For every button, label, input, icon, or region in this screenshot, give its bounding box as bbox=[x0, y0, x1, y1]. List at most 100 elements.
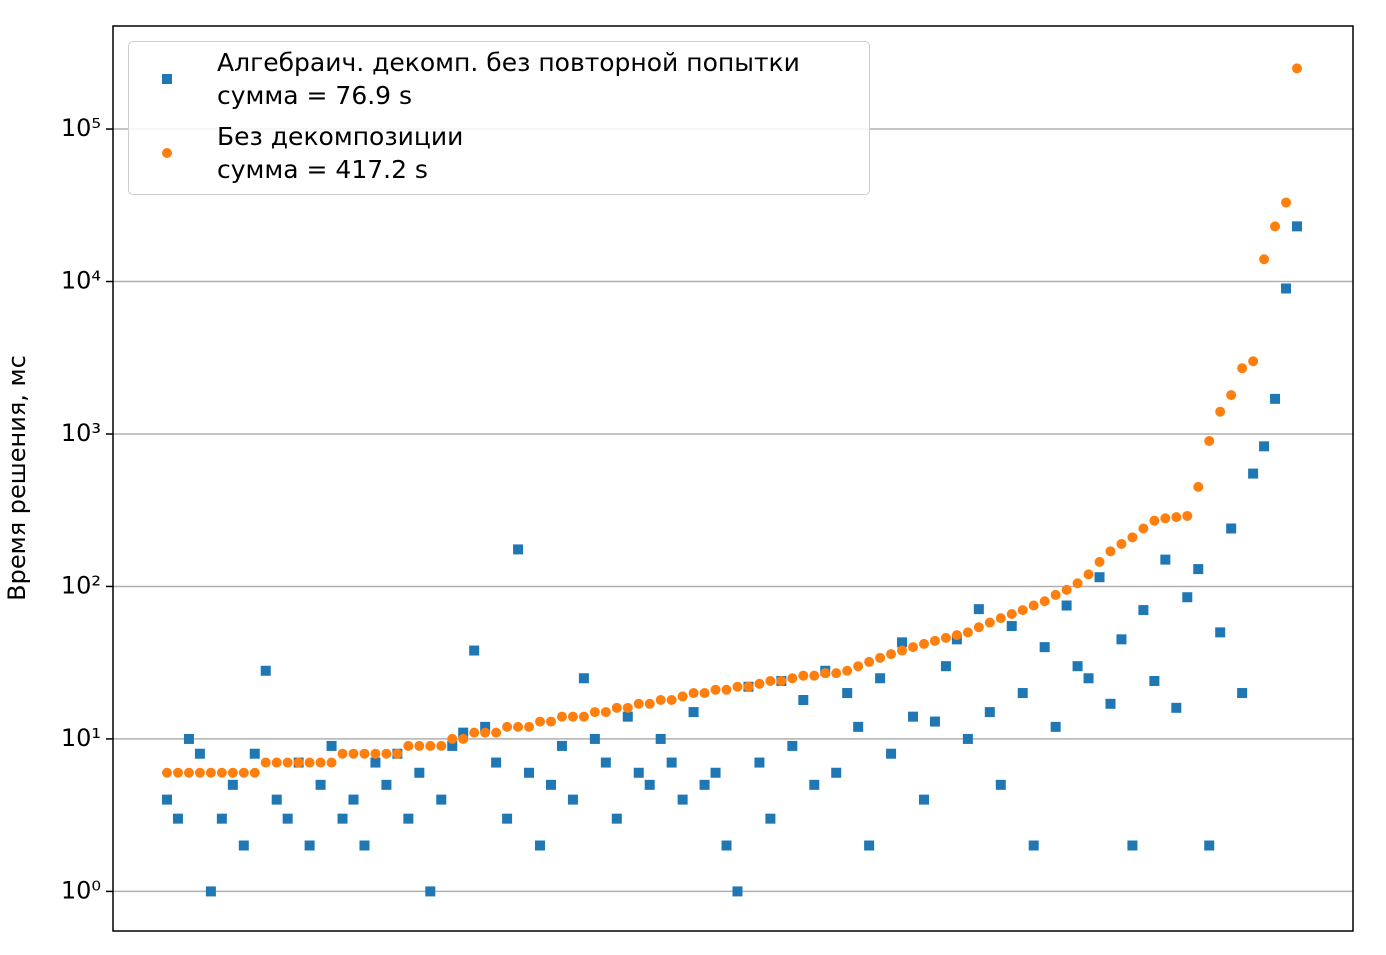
point bbox=[480, 727, 491, 738]
point bbox=[677, 691, 688, 702]
point bbox=[633, 767, 644, 778]
point bbox=[962, 733, 973, 744]
point bbox=[260, 665, 271, 676]
point bbox=[392, 748, 403, 759]
y-tick-label: 10¹ bbox=[61, 724, 101, 752]
point bbox=[1127, 532, 1138, 543]
point bbox=[897, 637, 908, 648]
point bbox=[973, 604, 984, 615]
point bbox=[1116, 538, 1127, 549]
point bbox=[315, 757, 326, 768]
point bbox=[567, 711, 578, 722]
point bbox=[326, 740, 337, 751]
point bbox=[238, 840, 249, 851]
point bbox=[710, 684, 721, 695]
point bbox=[721, 684, 732, 695]
point bbox=[1105, 546, 1116, 557]
legend-swatch bbox=[162, 74, 172, 84]
point bbox=[995, 613, 1006, 624]
point bbox=[524, 767, 535, 778]
point bbox=[951, 630, 962, 641]
point bbox=[918, 794, 929, 805]
point bbox=[216, 767, 227, 778]
point bbox=[732, 681, 743, 692]
point bbox=[688, 707, 699, 718]
point bbox=[1204, 840, 1215, 851]
point bbox=[249, 748, 260, 759]
point bbox=[908, 711, 919, 722]
point bbox=[359, 840, 370, 851]
point bbox=[1182, 510, 1193, 521]
point bbox=[1226, 523, 1237, 534]
point bbox=[831, 767, 842, 778]
point bbox=[1270, 393, 1281, 404]
point bbox=[227, 767, 238, 778]
legend-marker bbox=[162, 148, 172, 158]
point bbox=[1226, 390, 1237, 401]
point bbox=[271, 794, 282, 805]
point bbox=[535, 716, 546, 727]
point bbox=[403, 813, 414, 824]
point bbox=[1039, 642, 1050, 653]
y-tick-label: 10⁰ bbox=[61, 876, 101, 904]
point bbox=[337, 748, 348, 759]
point bbox=[1116, 634, 1127, 645]
point bbox=[886, 649, 897, 660]
point bbox=[414, 767, 425, 778]
point bbox=[1006, 621, 1017, 632]
point bbox=[940, 632, 951, 643]
point bbox=[315, 779, 326, 790]
point bbox=[1094, 572, 1105, 583]
point bbox=[502, 813, 513, 824]
y-tick-label: 10² bbox=[61, 571, 101, 599]
point bbox=[1237, 363, 1248, 374]
point bbox=[897, 645, 908, 656]
point bbox=[589, 733, 600, 744]
point bbox=[194, 748, 205, 759]
point bbox=[1094, 556, 1105, 567]
point bbox=[172, 767, 183, 778]
point bbox=[611, 702, 622, 713]
point bbox=[469, 645, 480, 656]
point bbox=[1017, 688, 1028, 699]
point bbox=[611, 813, 622, 824]
point bbox=[1138, 605, 1149, 616]
point bbox=[1171, 512, 1182, 523]
point bbox=[535, 840, 546, 851]
point bbox=[205, 767, 216, 778]
point bbox=[864, 840, 875, 851]
point bbox=[655, 733, 666, 744]
point bbox=[765, 675, 776, 686]
point bbox=[984, 707, 995, 718]
point bbox=[995, 779, 1006, 790]
point bbox=[1083, 673, 1094, 684]
point bbox=[1259, 441, 1270, 452]
point bbox=[513, 544, 524, 555]
point bbox=[699, 688, 710, 699]
point bbox=[787, 740, 798, 751]
point bbox=[282, 813, 293, 824]
point bbox=[1072, 578, 1083, 589]
point bbox=[1017, 605, 1028, 616]
point bbox=[1171, 702, 1182, 713]
point bbox=[502, 721, 513, 732]
point bbox=[183, 733, 194, 744]
point bbox=[886, 748, 897, 759]
point bbox=[556, 711, 567, 722]
point bbox=[238, 767, 249, 778]
point bbox=[1292, 63, 1302, 74]
plot-frame bbox=[112, 25, 1354, 932]
y-tick-label: 10⁴ bbox=[61, 267, 101, 295]
point bbox=[370, 757, 381, 768]
point bbox=[1237, 688, 1248, 699]
point bbox=[556, 740, 567, 751]
point bbox=[348, 794, 359, 805]
point bbox=[337, 813, 348, 824]
point bbox=[425, 886, 436, 897]
point bbox=[1149, 515, 1160, 526]
point bbox=[644, 779, 655, 790]
point bbox=[260, 757, 271, 768]
point bbox=[1127, 840, 1138, 851]
point bbox=[1072, 661, 1083, 672]
point bbox=[1292, 221, 1302, 232]
